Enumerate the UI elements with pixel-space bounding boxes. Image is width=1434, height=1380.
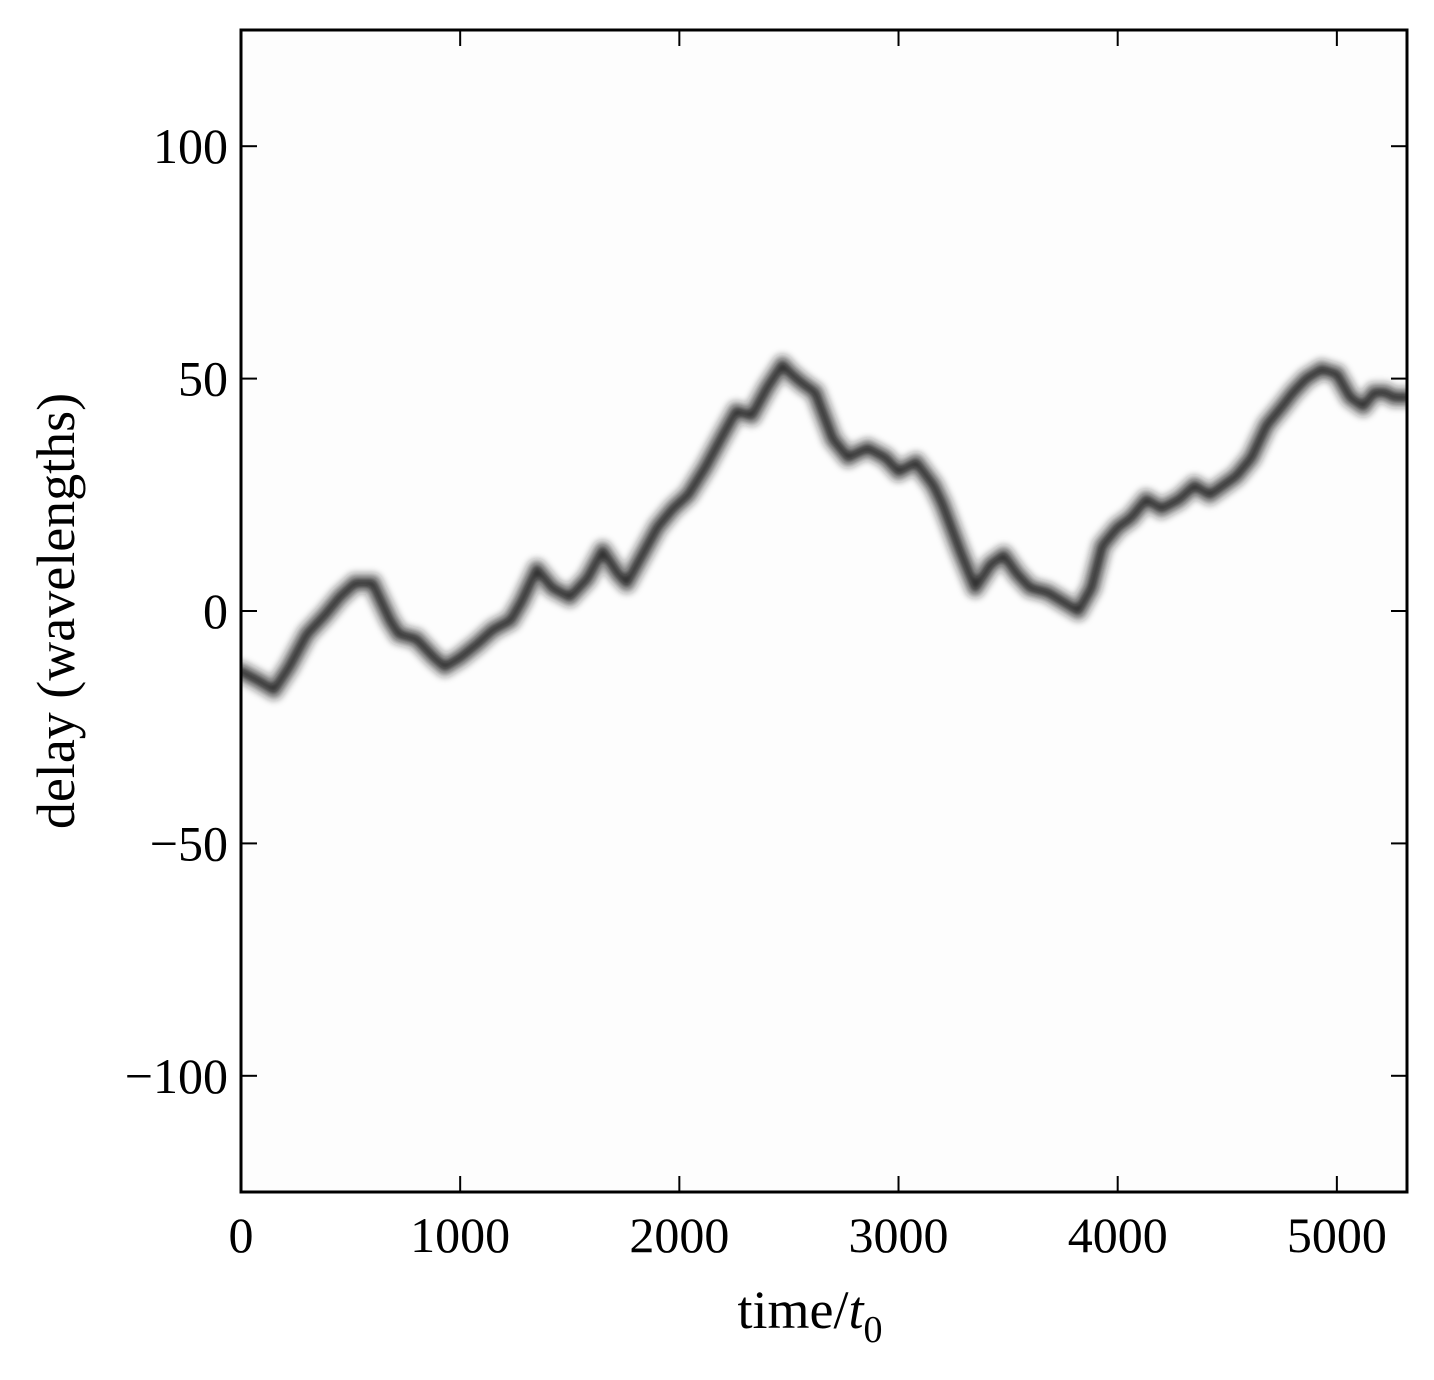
x-tick-label: 1000 <box>410 1207 510 1263</box>
x-tick-label: 3000 <box>849 1207 949 1263</box>
y-tick-label: −100 <box>125 1048 228 1104</box>
delay-ridge-0 <box>241 360 1407 695</box>
y-tick-label: 50 <box>178 351 228 407</box>
x-tick-label: 4000 <box>1068 1207 1168 1263</box>
y-tick-label: 100 <box>153 118 228 174</box>
x-axis-label: time/t0 <box>738 1280 883 1351</box>
y-tick-label: 0 <box>203 583 228 639</box>
plot-area <box>241 30 1407 1192</box>
y-tick-label: −50 <box>150 815 228 871</box>
y-axis-label: delay (wavelengths) <box>26 393 86 829</box>
x-tick-label: 2000 <box>629 1207 729 1263</box>
x-tick-label: 5000 <box>1287 1207 1387 1263</box>
x-tick-label: 0 <box>229 1207 254 1263</box>
